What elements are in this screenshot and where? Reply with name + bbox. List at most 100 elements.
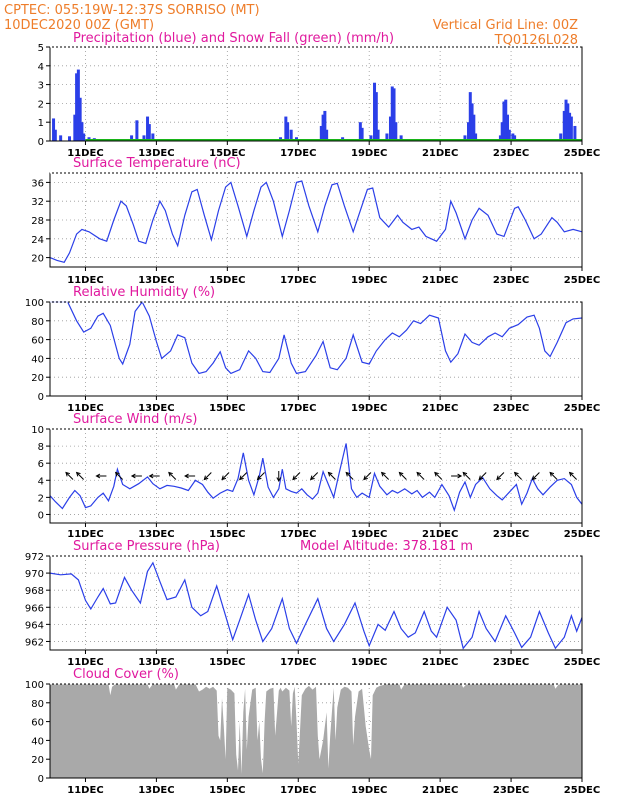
rh-xtick-label: 25DEC: [564, 403, 600, 414]
precip-bar: [468, 92, 472, 141]
temp-panel-title: Surface Temperature (nC): [73, 156, 241, 171]
temp-xtick-label: 19DEC: [351, 275, 387, 286]
pressure-panel: 962 964 966 968 970 972 11DEC 13DEC 15DEC 17DEC 19…: [25, 539, 600, 668]
wind-arrow: [416, 471, 425, 480]
wind-ytick-label: 4: [38, 476, 44, 487]
precip-bar: [559, 133, 563, 141]
precip-bar: [147, 124, 151, 141]
pres-ytick-label: 968: [25, 586, 44, 597]
wind-arrow: [434, 471, 443, 480]
cloud-xtick-label: 13DEC: [138, 785, 174, 796]
wind-arrow: [363, 472, 372, 481]
pres-grid: [50, 556, 583, 650]
precip-bar: [399, 135, 403, 141]
precipitation-panel: 0 1 2 3 4 5 11DEC 13DEC 15DEC 17DEC 19DEC 21DEC 23DE…: [38, 31, 601, 159]
cloud-ytick-label: 100: [25, 680, 44, 691]
precip-bar: [385, 133, 389, 141]
header-station: CPTEC: 055:19W-12:37S SORRISO (MT): [4, 3, 260, 18]
wind-xtick-label: 15DEC: [209, 529, 245, 540]
precip-bar: [573, 125, 577, 141]
wind-frame: [49, 428, 583, 524]
precip-bar: [498, 135, 502, 141]
wind-xtick-label: 23DEC: [493, 529, 529, 540]
precip-bar: [80, 122, 84, 141]
rh-ytick-label: 60: [31, 336, 44, 347]
wind-arrow: [65, 471, 74, 480]
wind-ytick-label: 2: [38, 493, 44, 504]
precip-bar: [511, 133, 515, 141]
wind-arrow: [221, 472, 230, 481]
wind-arrow: [276, 471, 282, 483]
temp-xtick-label: 25DEC: [564, 275, 600, 286]
wind-ytick-label: 0: [38, 510, 44, 521]
humidity-panel: 0 20 40 60 80 100 11DEC 13DEC 15DEC 17DEC 19DEC 21D…: [25, 285, 600, 414]
temp-xtick-label: 11DEC: [67, 275, 103, 286]
pres-xtick-label: 13DEC: [138, 657, 174, 668]
wind-grid: [50, 429, 583, 523]
cloud-ytick-label: 20: [31, 755, 44, 766]
precip-bar: [506, 114, 510, 141]
header-run-date: 10DEC2020 00Z (GMT): [4, 18, 154, 33]
precip-bar: [467, 122, 471, 141]
precip-bar: [374, 92, 378, 141]
rh-xtick-label: 17DEC: [280, 403, 316, 414]
wind-xtick-label: 17DEC: [280, 529, 316, 540]
wind-arrow: [462, 471, 471, 480]
precip-bar: [463, 135, 467, 141]
wind-arrow: [478, 472, 487, 481]
precip-bar: [394, 122, 398, 141]
pres-xtick-label: 17DEC: [280, 657, 316, 668]
precip-ytick-label: 0: [38, 137, 44, 148]
pres-xtick-label: 11DEC: [67, 657, 103, 668]
wind-arrow: [184, 473, 196, 479]
precip-bar: [360, 127, 364, 141]
wind-arrow: [168, 471, 177, 480]
wind-arrow: [148, 473, 160, 479]
precip-bar: [59, 135, 63, 141]
precip-bar: [470, 103, 474, 141]
cloud-xtick-label: 15DEC: [209, 785, 245, 796]
wind-arrow: [380, 471, 390, 480]
rh-series-line: [50, 300, 583, 375]
cloud-ytick-label: 40: [31, 736, 44, 747]
cloud-ytick-label: 60: [31, 718, 44, 729]
precip-bar: [78, 97, 82, 141]
cloud-panel-title: Cloud Cover (%): [73, 667, 179, 682]
rh-ytick-label: 40: [31, 354, 44, 365]
precip-panel-title: Precipitation (blue) and Snow Fall (gree…: [73, 31, 394, 46]
precip-bar: [135, 120, 139, 141]
temp-xtick-label: 13DEC: [138, 275, 174, 286]
precip-bar: [472, 114, 476, 141]
precip-bar: [289, 129, 293, 141]
temp-ytick-label: 24: [31, 235, 44, 246]
pres-ytick-label: 972: [25, 552, 44, 563]
rh-panel-title: Relative Humidity (%): [73, 285, 215, 300]
rh-xtick-label: 21DEC: [422, 403, 458, 414]
rh-xtick-label: 13DEC: [138, 403, 174, 414]
header-grid-note: Vertical Grid Line: 00Z: [433, 18, 578, 33]
precip-bar: [76, 69, 80, 141]
wind-arrow: [114, 471, 124, 480]
wind-arrow: [327, 471, 336, 480]
header-model-id: TQ0126L028: [494, 33, 578, 48]
precip-bar: [500, 122, 504, 141]
temp-ytick-label: 36: [31, 178, 44, 189]
temperature-panel: 20 24 28 32 36 11DEC 13DEC 15DEC 17DEC 19DEC 21DEC…: [31, 156, 600, 286]
wind-arrow: [239, 472, 248, 481]
precip-bar: [146, 116, 150, 141]
precip-bar: [513, 135, 517, 141]
wind-arrow: [513, 471, 523, 480]
wind-arrow: [292, 472, 301, 481]
precip-xtick-label: 17DEC: [280, 148, 316, 159]
rh-ytick-label: 20: [31, 373, 44, 384]
precip-bar: [321, 114, 325, 141]
precip-bar: [504, 99, 508, 141]
rh-ytick-label: 100: [25, 298, 44, 309]
precip-bar: [390, 86, 394, 141]
temp-ytick-label: 28: [31, 216, 44, 227]
pres-panel-title: Surface Pressure (hPa): [73, 539, 220, 554]
pres-xtick-label: 19DEC: [351, 657, 387, 668]
precip-bar: [319, 125, 323, 141]
precip-bar: [142, 135, 146, 141]
cloud-xtick-label: 17DEC: [280, 785, 316, 796]
